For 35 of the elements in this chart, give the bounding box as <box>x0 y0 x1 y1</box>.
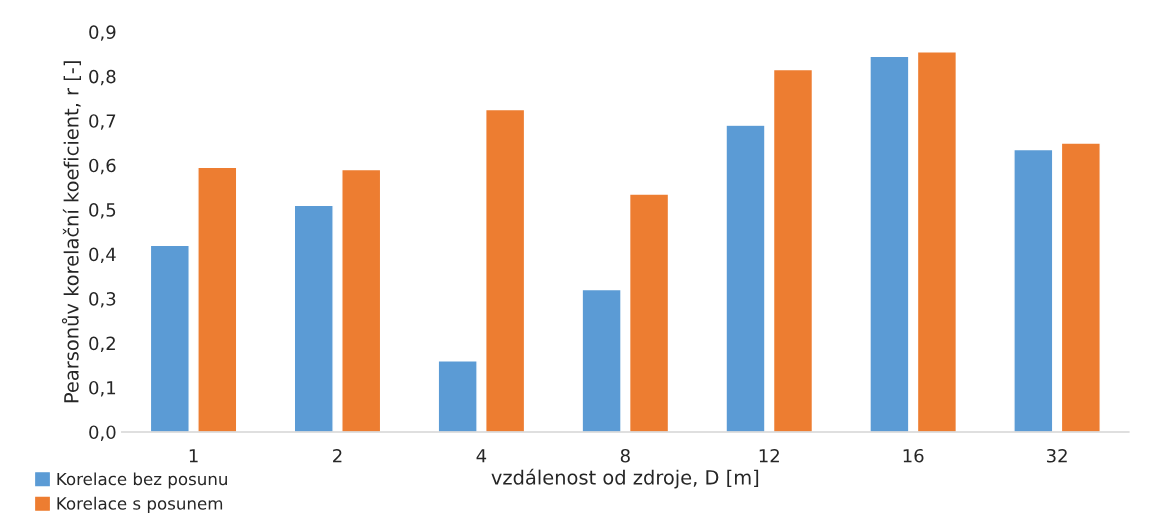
y-tick-label: 0,0 <box>89 425 116 441</box>
bar <box>197 166 238 432</box>
x-tick-label: 2 <box>333 448 342 463</box>
x-tick-label: 12 <box>759 448 779 463</box>
y-tick-label: 0,7 <box>89 114 116 130</box>
x-tick-label: 16 <box>903 448 924 463</box>
bar <box>341 168 382 432</box>
y-tick-label: 0,2 <box>89 336 115 352</box>
y-tick-label: 0,4 <box>89 247 116 264</box>
y-axis-title: Pearsonův korelační koeficient, r [-] <box>61 61 81 403</box>
y-tick-label: 0,1 <box>89 380 116 397</box>
legend-label: Korelace bez posunu <box>57 472 227 489</box>
y-tick-label: 0,3 <box>89 292 116 308</box>
y-tick-label: 0,8 <box>89 69 116 86</box>
y-tick-label: 0,5 <box>89 203 116 219</box>
bar <box>293 204 334 432</box>
x-tick-label: 4 <box>476 449 487 463</box>
bar <box>437 360 478 432</box>
bar <box>1013 148 1054 432</box>
y-tick-label: 0,9 <box>89 25 116 41</box>
bar <box>485 108 526 432</box>
bar <box>1060 142 1101 432</box>
bar <box>628 193 670 432</box>
bar <box>916 51 958 432</box>
x-axis-title: vzdálenost od zdroje, D [m] <box>491 468 759 489</box>
x-tick-label: 8 <box>620 448 630 463</box>
bar <box>869 55 910 432</box>
bar <box>581 288 622 432</box>
y-tick-label: 0,6 <box>89 158 116 175</box>
x-tick-label: 1 <box>189 449 198 463</box>
x-tick-label: 32 <box>1046 448 1067 463</box>
bar <box>149 244 190 432</box>
legend-label: Korelace s posunem <box>57 496 223 513</box>
bar <box>772 68 814 432</box>
bar <box>725 124 766 432</box>
